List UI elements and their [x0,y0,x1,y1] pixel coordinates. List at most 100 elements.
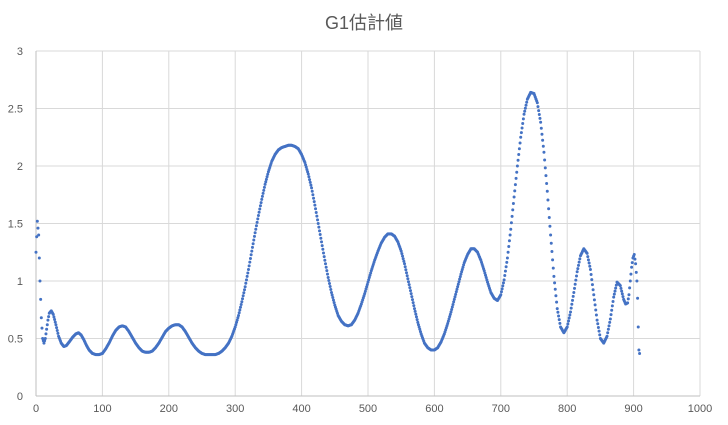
data-point [414,315,418,319]
data-point [613,289,617,293]
data-point [512,195,516,199]
gridlines [36,50,701,396]
data-point [308,178,312,182]
y-tick-label: 2 [17,161,23,173]
data-point [252,238,256,242]
data-point [329,288,333,292]
data-point [450,308,454,312]
data-point [409,292,413,296]
data-point [319,236,323,240]
data-point [618,284,622,288]
data-point [509,227,513,231]
data-point [626,301,630,305]
data-point [42,341,46,345]
data-point [39,316,43,320]
data-point [543,166,547,170]
data-point [590,283,594,287]
data-point [56,331,60,335]
data-point [314,207,318,211]
data-point [593,303,597,307]
data-point [502,278,506,282]
x-tick-label: 600 [425,403,443,415]
data-point [506,250,510,254]
data-point [332,301,336,305]
data-point [248,256,252,260]
data-point [485,278,489,282]
data-point [586,258,590,262]
data-point [537,112,541,116]
data-point [628,279,632,283]
data-point [587,261,591,265]
data-point [399,249,403,253]
data-point [407,280,410,284]
data-point [45,323,49,327]
data-point [410,295,414,299]
data-point [37,256,41,260]
data-point [446,319,450,323]
data-point [576,267,580,271]
data-point [37,233,41,237]
data-point [400,252,404,256]
data-point [519,135,523,139]
data-point [523,109,527,113]
data-point [366,280,370,284]
y-tick-label: 2.5 [8,104,23,116]
data-point [448,315,452,319]
data-point [537,109,541,113]
data-point [454,292,458,296]
data-point [540,132,544,136]
data-point [452,300,456,304]
data-point [627,293,631,297]
data-point [329,291,333,294]
data-point [482,269,486,273]
data-point [558,321,562,325]
data-point [262,185,266,189]
data-point [555,307,559,311]
data-point [557,318,561,322]
data-point [547,216,551,220]
data-point [538,116,542,120]
data-point [545,181,549,185]
data-point [454,290,458,294]
data-point [586,255,590,259]
data-point [588,268,592,271]
data-point [363,289,367,293]
data-point [520,126,524,130]
data-point [409,289,412,293]
data-point [243,285,247,289]
data-point [40,326,44,330]
data-point [235,318,239,322]
data-point [449,310,453,314]
data-point [41,337,45,340]
data-point [52,315,56,319]
data-point [303,161,307,165]
data-point [368,273,372,277]
data-point [307,175,311,179]
data-point [256,213,260,217]
y-tick-label: 0.5 [8,334,23,346]
data-point [322,255,326,259]
data-point [548,224,552,228]
data-point [411,301,415,305]
data-point [408,286,412,290]
data-point [457,280,461,284]
data-point [569,306,573,310]
data-point [574,278,578,282]
data-point [324,262,327,266]
data-point [571,294,575,298]
data-point [313,203,317,207]
data-point [549,241,553,245]
data-point [325,269,329,273]
data-point [47,315,51,319]
data-point [321,247,325,251]
data-point [521,121,525,125]
data-point [403,265,407,269]
data-point [331,298,335,302]
data-point [509,221,513,225]
data-point [507,245,511,248]
data-point [598,333,602,337]
data-point [543,158,547,162]
data-point [596,325,600,329]
data-point [326,276,330,280]
data-point [331,296,335,300]
